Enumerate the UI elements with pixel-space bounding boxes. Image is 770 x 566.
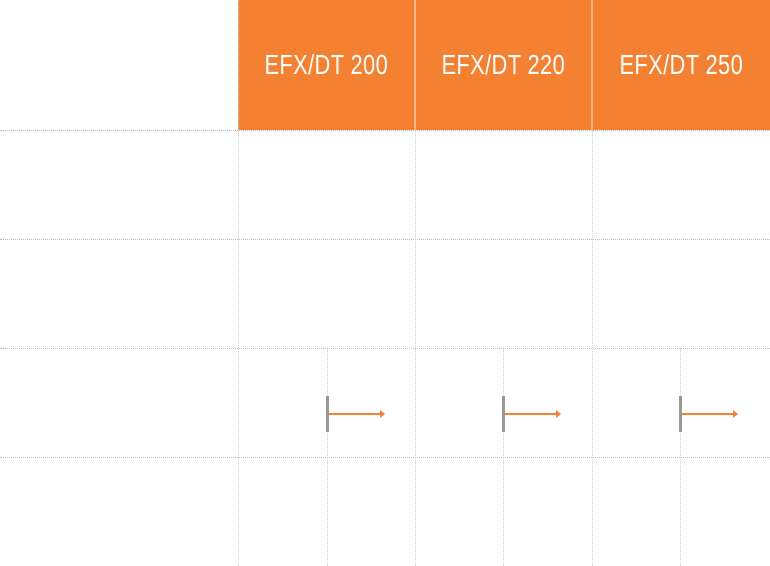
range-arrow-icon xyxy=(505,410,561,418)
column-header-label: EFX/DT 220 xyxy=(441,49,566,80)
column-divider xyxy=(238,0,239,566)
header-divider xyxy=(414,0,416,130)
column-header-label: EFX/DT 250 xyxy=(619,49,743,80)
range-start-marker xyxy=(502,396,505,432)
row-divider xyxy=(0,239,770,240)
sub-column-divider xyxy=(680,348,681,566)
column-header-label: EFX/DT 200 xyxy=(264,49,389,80)
sub-column-divider xyxy=(327,348,328,566)
range-start-marker xyxy=(679,396,682,432)
sub-column-divider xyxy=(503,348,504,566)
header-cell-efx-dt-250: EFX/DT 250 xyxy=(592,0,770,130)
header-cell-efx-dt-200: EFX/DT 200 xyxy=(238,0,415,130)
column-divider xyxy=(415,130,416,566)
range-arrow-icon xyxy=(682,410,738,418)
range-arrow-icon xyxy=(329,410,385,418)
row-divider xyxy=(0,130,770,131)
row-divider xyxy=(0,457,770,458)
header-cell-efx-dt-220: EFX/DT 220 xyxy=(415,0,592,130)
header-divider xyxy=(591,0,593,130)
range-start-marker xyxy=(326,396,329,432)
column-divider xyxy=(592,130,593,566)
row-divider xyxy=(0,348,770,349)
